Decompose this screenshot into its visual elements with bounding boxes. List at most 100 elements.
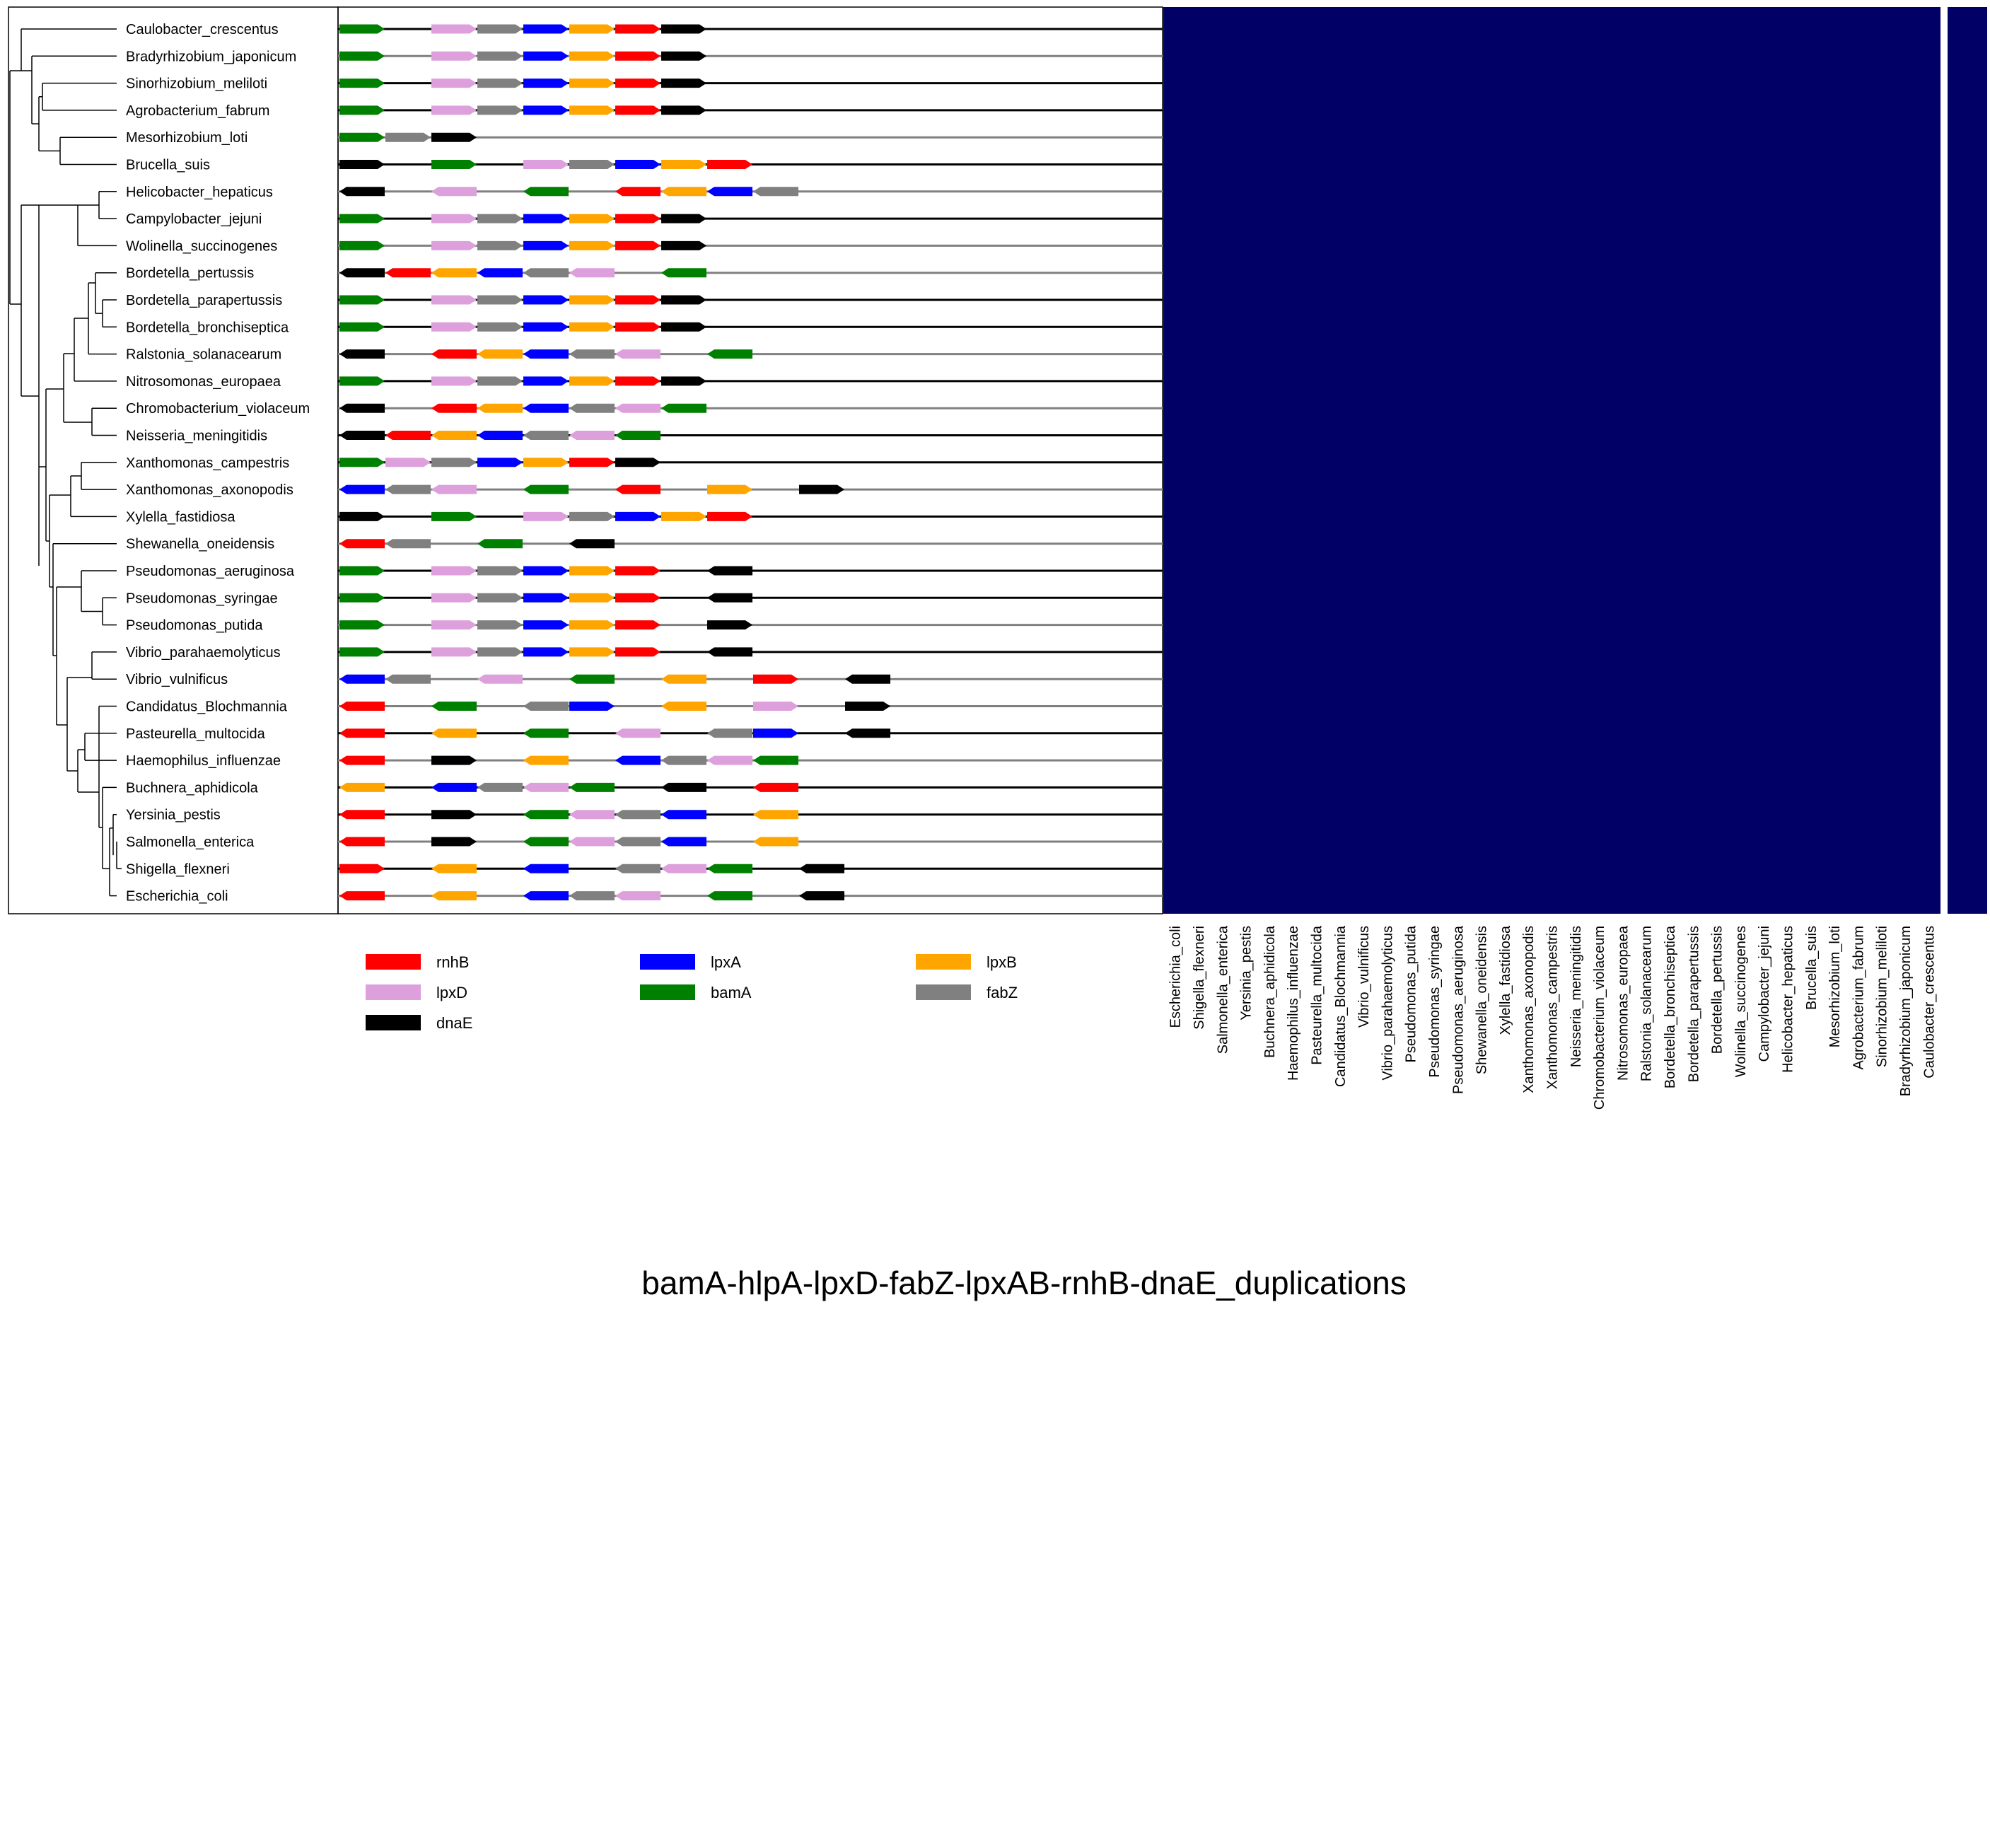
fabZ-gene-arrow (569, 511, 615, 521)
lpxB-gene-arrow (431, 864, 477, 873)
species-label: Yersinia_pestis (126, 808, 221, 823)
species-label: Bordetella_bronchiseptica (126, 320, 289, 335)
species-label: Bordetella_pertussis (126, 266, 254, 281)
heatmap-column-label: Vibrio_vulnificus (1356, 926, 1372, 1028)
legend-swatch (916, 984, 971, 1000)
lpxD-gene-arrow (431, 24, 477, 34)
lpxB-gene-arrow (569, 51, 615, 61)
fabZ-gene-arrow (523, 431, 569, 440)
lpxA-gene-arrow (753, 728, 798, 738)
dnaE-gene-arrow (707, 566, 752, 576)
fabZ-gene-arrow (477, 647, 523, 657)
species-label: Escherichia_coli (126, 889, 228, 905)
legend-label: fabZ (987, 984, 1018, 1001)
lpxA-gene-arrow (661, 837, 706, 847)
lpxA-gene-arrow (477, 431, 523, 440)
bamA-gene-arrow (661, 403, 706, 413)
dnaE-gene-arrow (707, 620, 752, 630)
legend-item-rnhB: rnhB (366, 953, 469, 971)
legend-item-bamA: bamA (640, 984, 752, 1001)
dnaE-gene-arrow (431, 132, 477, 142)
lpxA-gene-arrow (523, 79, 569, 88)
lpxD-gene-arrow (431, 620, 477, 630)
gene-track (338, 240, 1163, 250)
bamA-gene-arrow (523, 837, 569, 847)
lpxD-gene-arrow (615, 403, 661, 413)
gene-track (338, 728, 1163, 738)
gene-track (338, 322, 1163, 332)
gene-track (338, 511, 1163, 521)
heatmap-column-label: Candidatus_Blochmannia (1333, 925, 1349, 1087)
bamA-gene-arrow (339, 132, 385, 142)
dnaE-gene-arrow (707, 647, 752, 657)
lpxB-gene-arrow (753, 837, 798, 847)
heatmap-column-label: Bordetella_bronchiseptica (1663, 925, 1678, 1088)
lpxA-gene-arrow (523, 295, 569, 305)
gene-track (338, 755, 1163, 765)
lpxB-gene-arrow (661, 511, 706, 521)
lpxB-gene-arrow (569, 295, 615, 305)
heatmap-column-label: Caulobacter_crescentus (1921, 926, 1937, 1079)
lpxA-gene-arrow (661, 810, 706, 820)
lpxD-gene-arrow (431, 593, 477, 603)
gene-track (338, 268, 1163, 278)
legend-item-lpxB: lpxB (916, 953, 1017, 971)
rnhB-gene-arrow (615, 51, 661, 61)
gene-track (338, 403, 1163, 413)
rnhB-gene-arrow (569, 458, 615, 467)
rnhB-gene-arrow (615, 647, 661, 657)
species-label: Helicobacter_hepaticus (126, 185, 273, 200)
legend-item-fabZ: fabZ (916, 984, 1018, 1001)
rnhB-gene-arrow (615, 79, 661, 88)
bamA-gene-arrow (339, 647, 385, 657)
heatmap-column-label: Sinorhizobium_meliloti (1875, 926, 1890, 1067)
lpxD-gene-arrow (753, 702, 798, 711)
dnaE-gene-arrow (339, 403, 385, 413)
lpxD-gene-arrow (431, 484, 477, 494)
lpxD-gene-arrow (477, 674, 523, 684)
legend-item-lpxD: lpxD (366, 984, 467, 1001)
dnaE-gene-arrow (431, 755, 477, 765)
gene-track (338, 376, 1163, 386)
bamA-gene-arrow (339, 322, 385, 332)
dnaE-gene-arrow (661, 376, 706, 386)
rnhB-gene-arrow (339, 864, 385, 873)
rnhB-gene-arrow (339, 539, 385, 549)
heatmap-column-labels: Escherichia_coli Shigella_flexneri Salmone… (1168, 925, 1938, 1110)
fabZ-gene-arrow (661, 755, 706, 765)
gene-track (338, 891, 1163, 901)
bamA-gene-arrow (615, 431, 661, 440)
lpxB-gene-arrow (569, 620, 615, 630)
lpxA-gene-arrow (707, 187, 752, 197)
gene-panel (337, 6, 1163, 914)
lpxB-gene-arrow (569, 24, 615, 34)
lpxD-gene-arrow (385, 458, 431, 467)
rnhB-gene-arrow (615, 295, 661, 305)
dnaE-gene-arrow (661, 322, 706, 332)
fabZ-gene-arrow (477, 79, 523, 88)
gene-track (338, 79, 1163, 88)
lpxA-gene-arrow (523, 24, 569, 34)
gene-track (338, 458, 1163, 467)
rnhB-gene-arrow (339, 755, 385, 765)
figure-title: bamA-hlpA-lpxD-fabZ-lpxAB-rnhB-dnaE_dupl… (641, 1265, 1407, 1301)
dnaE-gene-arrow (339, 187, 385, 197)
lpxB-gene-arrow (477, 349, 523, 359)
lpxB-gene-arrow (339, 782, 385, 792)
species-label: Wolinella_succinogenes (126, 238, 277, 254)
lpxA-gene-arrow (523, 593, 569, 603)
lpxB-gene-arrow (661, 674, 706, 684)
lpxB-gene-arrow (431, 431, 477, 440)
species-label: Chromobacterium_violaceum (126, 401, 310, 417)
species-label: Pseudomonas_putida (126, 618, 263, 634)
lpxA-gene-arrow (615, 160, 661, 169)
lpxB-gene-arrow (569, 240, 615, 250)
lpxB-gene-arrow (569, 105, 615, 115)
lpxD-gene-arrow (431, 51, 477, 61)
legend-swatch (366, 984, 421, 1000)
rnhB-gene-arrow (339, 702, 385, 711)
lpxD-gene-arrow (431, 105, 477, 115)
lpxD-gene-arrow (569, 268, 615, 278)
lpxB-gene-arrow (569, 566, 615, 576)
lpxA-gene-arrow (523, 891, 569, 901)
